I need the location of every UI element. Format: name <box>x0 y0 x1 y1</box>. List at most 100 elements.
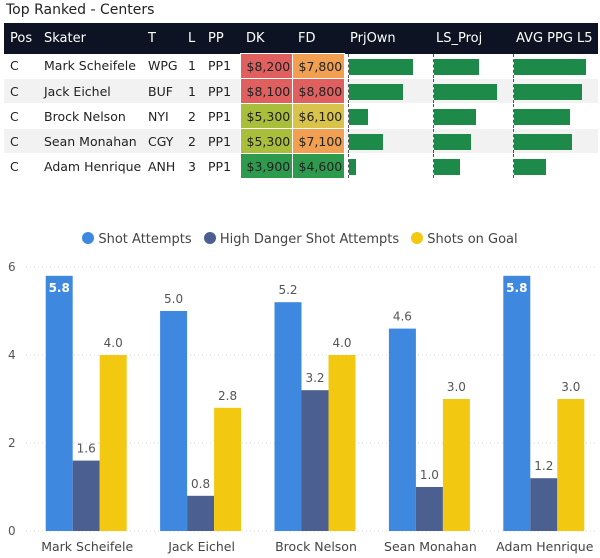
data-label: 1.2 <box>534 459 553 473</box>
col-header-prjown[interactable]: PrjOwn <box>344 23 430 54</box>
bar-high-danger-shot-attempts <box>187 495 215 531</box>
cell-pp: PP1 <box>202 128 240 154</box>
data-bar <box>434 134 472 150</box>
cell-pp: PP1 <box>202 53 240 79</box>
data-bar <box>348 58 414 75</box>
bar-axis-line <box>513 154 514 178</box>
x-category-label: Adam Henrique <box>496 539 594 554</box>
bar-axis-line <box>347 154 349 178</box>
cell-fd-salary: $7,100 <box>291 128 345 154</box>
data-bar <box>514 159 546 175</box>
cell-ls-proj-bar <box>430 103 510 129</box>
x-category-label: Jack Eichel <box>167 539 235 554</box>
legend-label: High Danger Shot Attempts <box>219 232 400 247</box>
table-row[interactable]: C Mark Scheifele WPG 1 PP1 $8,200 $7,800 <box>4 53 598 79</box>
bar-shot-attempts <box>160 311 188 531</box>
y-tick-label: 4 <box>8 348 16 362</box>
cell-line: 3 <box>182 153 202 179</box>
col-header-pp[interactable]: PP <box>202 23 240 54</box>
data-bar <box>434 58 479 75</box>
data-bar <box>348 84 404 100</box>
table-header-row: Pos Skater T L PP DK FD PrjOwn LS_Proj A… <box>4 23 598 54</box>
cell-team: WPG <box>142 53 182 79</box>
cell-fd-salary: $4,600 <box>291 153 345 179</box>
cell-ls-proj-bar <box>430 53 510 79</box>
cell-skater: Brock Nelson <box>38 103 142 129</box>
table-row[interactable]: C Jack Eichel BUF 1 PP1 $8,100 $8,800 <box>4 78 598 104</box>
data-bar <box>348 159 357 175</box>
bar-axis-line <box>433 154 434 178</box>
data-bar <box>514 134 572 150</box>
col-header-team[interactable]: T <box>142 23 182 54</box>
col-header-ls-proj[interactable]: LS_Proj <box>430 23 510 54</box>
cell-dk-salary: $3,900 <box>239 153 293 179</box>
data-label: 4.0 <box>104 336 123 350</box>
cell-avg-ppg-bar <box>510 53 598 79</box>
data-bar <box>434 109 476 125</box>
table-row[interactable]: C Sean Monahan CGY 2 PP1 $5,300 $7,100 <box>4 128 598 154</box>
legend-item-high-danger[interactable]: High Danger Shot Attempts <box>203 232 400 247</box>
col-header-skater[interactable]: Skater <box>38 23 142 54</box>
cell-prjown-bar <box>344 103 430 129</box>
bar-high-danger-shot-attempts <box>415 487 443 531</box>
bar-axis-line <box>513 53 514 78</box>
data-label: 3.2 <box>305 371 324 385</box>
data-bar <box>348 134 384 150</box>
cell-ls-proj-bar <box>430 78 510 104</box>
data-label: 5.2 <box>278 283 297 297</box>
bar-shot-attempts <box>388 328 416 531</box>
y-tick-label: 6 <box>8 260 16 274</box>
cell-fd-salary: $7,800 <box>291 53 345 79</box>
cell-skater: Mark Scheifele <box>38 53 142 79</box>
bar-high-danger-shot-attempts <box>530 478 558 531</box>
table-row[interactable]: C Adam Henrique ANH 3 PP1 $3,900 $4,600 <box>4 153 598 179</box>
cell-avg-ppg-bar <box>510 153 598 179</box>
cell-fd-salary: $6,100 <box>291 103 345 129</box>
bar-axis-line <box>347 104 349 128</box>
data-label: 0.8 <box>191 477 210 491</box>
col-header-line[interactable]: L <box>182 23 202 54</box>
legend-item-shot-attempts[interactable]: Shot Attempts <box>82 232 192 247</box>
cell-avg-ppg-bar <box>510 103 598 129</box>
legend-item-shots-on-goal[interactable]: Shots on Goal <box>411 232 518 247</box>
x-category-label: Mark Scheifele <box>41 539 133 554</box>
cell-pp: PP1 <box>202 78 240 104</box>
y-tick-label: 2 <box>8 436 16 450</box>
cell-team: ANH <box>142 153 182 179</box>
cell-line: 2 <box>182 103 202 129</box>
bar-chart: 0 2 4 6 5.8 1.6 4.0 Mark Scheifele 5.0 0.8 2.8 Jack… <box>8 260 598 554</box>
data-bar <box>514 84 582 100</box>
cell-line: 2 <box>182 128 202 154</box>
cell-prjown-bar <box>344 153 430 179</box>
data-label: 5.8 <box>506 281 527 295</box>
table-row[interactable]: C Brock Nelson NYI 2 PP1 $5,300 $6,100 <box>4 103 598 129</box>
bar-axis-line <box>433 79 434 103</box>
legend-dot-shots-on-goal <box>411 232 424 244</box>
cell-fd-salary: $8,800 <box>291 78 345 104</box>
col-header-fd[interactable]: FD <box>292 23 344 54</box>
cell-dk-salary: $5,300 <box>239 128 293 154</box>
cell-dk-salary: $8,200 <box>239 53 293 79</box>
cell-avg-ppg-bar <box>510 78 598 104</box>
x-category-label: Brock Nelson <box>275 539 357 554</box>
bar-shots-on-goal <box>214 407 242 531</box>
bar-shots-on-goal <box>442 399 470 531</box>
bar-high-danger-shot-attempts <box>72 460 100 531</box>
col-header-avg-ppg[interactable]: AVG PPG L5 <box>510 23 598 54</box>
data-label: 1.6 <box>77 442 96 456</box>
legend-label: Shots on Goal <box>427 232 518 247</box>
legend-label: Shot Attempts <box>98 232 192 247</box>
bar-axis-line <box>433 104 434 128</box>
cell-ls-proj-bar <box>430 128 510 154</box>
cell-line: 1 <box>182 53 202 79</box>
data-bar <box>514 109 570 125</box>
cell-pos: C <box>4 53 38 79</box>
col-header-dk[interactable]: DK <box>240 23 292 54</box>
col-header-pos[interactable]: Pos <box>4 23 38 54</box>
cell-pp: PP1 <box>202 153 240 179</box>
bar-shots-on-goal <box>99 355 127 531</box>
data-label: 2.8 <box>218 389 237 403</box>
cell-line: 1 <box>182 78 202 104</box>
legend-dot-high-danger <box>203 232 216 244</box>
bar-axis-line <box>347 129 349 153</box>
